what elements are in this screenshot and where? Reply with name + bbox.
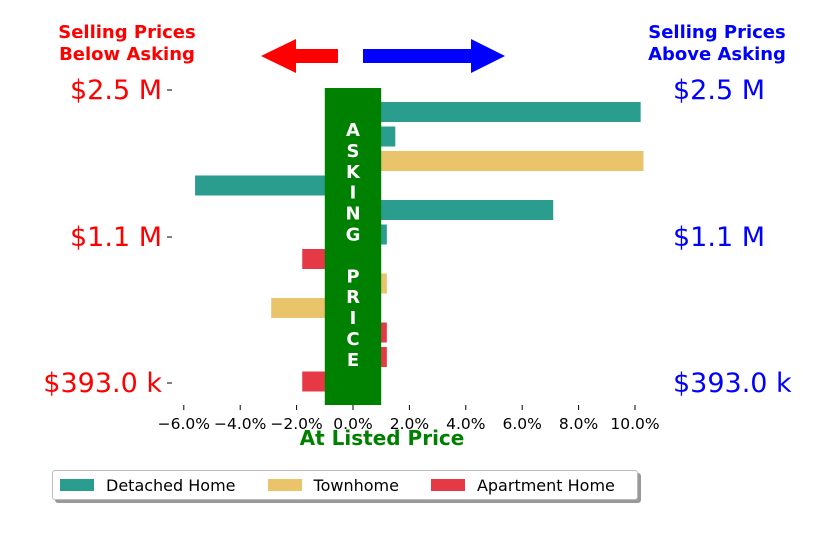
x-tick-label: 6.0% <box>503 415 542 433</box>
legend-label-detached-home: Detached Home <box>106 475 236 495</box>
title-above-line1: Selling Prices <box>648 22 785 43</box>
legend-item-detached-home: Detached Home <box>60 476 236 495</box>
asking-band-letter: E <box>347 350 359 371</box>
y-tick-label-right: $2.5 M <box>673 75 765 106</box>
asking-band-letter: A <box>346 120 360 141</box>
x-tick-label: 8.0% <box>559 415 598 433</box>
x-tick-label: −6.0% <box>158 415 210 433</box>
y-tick-label-right: $393.0 k <box>673 368 792 399</box>
arrow-right-icon <box>363 39 505 73</box>
bar-detached-home-0 <box>353 102 641 122</box>
x-tick-label: 4.0% <box>446 415 485 433</box>
bar-townhome-2 <box>353 151 644 171</box>
y-tick-label-left: $1.1 M <box>70 222 162 253</box>
x-tick-label: −2.0% <box>270 415 322 433</box>
title-above-line2: Above Asking <box>648 44 786 65</box>
asking-band-letter: I <box>350 308 357 329</box>
x-tick-label: 2.0% <box>390 415 429 433</box>
y-axis-right: $2.5 M $1.1 M $393.0 k <box>673 75 792 399</box>
bar-detached-home-3 <box>195 175 353 196</box>
bars-layer <box>195 102 644 392</box>
title-below-line1: Selling Prices <box>58 22 195 43</box>
x-axis: −6.0% −4.0% −2.0% 0.0% 2.0% 4.0% 6.0% 8.0% 10.0% <box>158 405 660 433</box>
legend-label-townhome: Townhome <box>313 475 399 495</box>
y-tick-label-right: $1.1 M <box>673 222 765 253</box>
y-tick-label-left: $2.5 M <box>70 75 162 106</box>
asking-band-letter: K <box>346 162 361 183</box>
asking-band-letter: P <box>346 266 359 287</box>
y-axis-left: $2.5 M $1.1 M $393.0 k <box>43 75 172 399</box>
asking-band-letter: S <box>347 141 360 162</box>
legend-item-townhome: Townhome <box>267 475 399 495</box>
bar-detached-home-4 <box>353 200 554 220</box>
legend: Detached Home Townhome Apartment Home <box>52 470 638 500</box>
asking-price-band <box>324 88 382 405</box>
legend-swatch-apartment-home <box>430 479 465 491</box>
legend-swatch-detached-home <box>60 479 94 491</box>
asking-band-letter: C <box>346 329 359 350</box>
x-tick-label: 0.0% <box>333 415 372 433</box>
legend-item-apartment-home: Apartment Home <box>430 475 615 495</box>
x-tick-label: −4.0% <box>214 415 266 433</box>
asking-band-letter: I <box>350 183 357 204</box>
legend-label-apartment-home: Apartment Home <box>476 475 615 495</box>
title-below-line2: Below Asking <box>59 44 195 65</box>
asking-band-letter: N <box>345 204 360 225</box>
x-axis-label: At Listed Price <box>300 426 465 450</box>
x-tick-label: 10.0% <box>610 415 659 433</box>
asking-band-letter: R <box>346 287 360 308</box>
arrow-left-icon <box>261 39 338 73</box>
legend-swatch-townhome <box>267 479 302 491</box>
y-tick-label-left: $393.0 k <box>43 368 162 399</box>
asking-band-letter: G <box>346 225 361 246</box>
